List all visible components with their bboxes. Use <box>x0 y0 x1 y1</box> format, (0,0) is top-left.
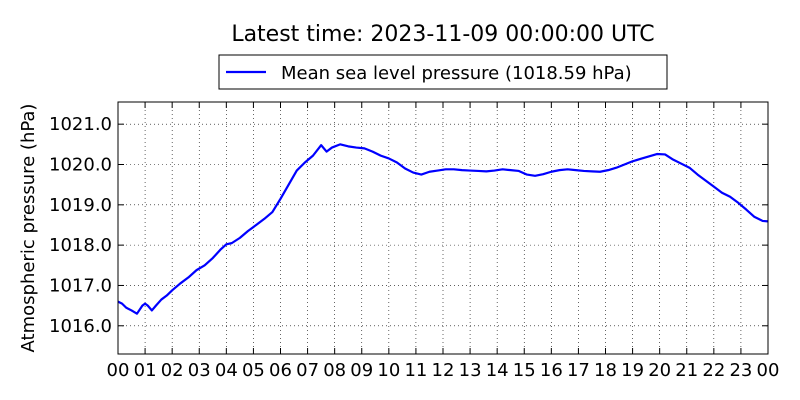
x-tick-label: 00 <box>757 360 780 381</box>
y-tick-label: 1016.0 <box>49 316 112 337</box>
x-tick-label: 19 <box>621 360 644 381</box>
x-tick-label: 05 <box>242 360 265 381</box>
y-tick-label: 1018.0 <box>49 235 112 256</box>
x-tick-label: 10 <box>377 360 400 381</box>
x-tick-label: 01 <box>134 360 157 381</box>
x-tick-label: 13 <box>459 360 482 381</box>
x-tick-label: 22 <box>702 360 725 381</box>
x-tick-label: 11 <box>404 360 427 381</box>
x-tick-label: 14 <box>486 360 509 381</box>
x-tick-label: 06 <box>269 360 292 381</box>
x-tick-labels: 00 01 02 03 04 05 06 07 08 09 10 11 12 13 14 15 16 17 18 19… <box>107 360 780 381</box>
x-tick-label: 08 <box>323 360 346 381</box>
x-tick-label: 21 <box>675 360 698 381</box>
legend-box <box>218 54 668 90</box>
y-tick-label: 1021.0 <box>49 114 112 135</box>
x-tick-label: 00 <box>107 360 130 381</box>
x-tick-label: 16 <box>540 360 563 381</box>
x-tick-label: 23 <box>729 360 752 381</box>
x-tick-label: 02 <box>161 360 184 381</box>
y-tick-label: 1019.0 <box>49 195 112 216</box>
grid <box>117 102 769 354</box>
y-tick-labels: 1016.0 1017.0 1018.0 1019.0 1020.0 1021.0 <box>49 114 112 337</box>
pressure-series-line <box>117 143 769 315</box>
x-tick-label: 15 <box>513 360 536 381</box>
x-tick-label: 17 <box>567 360 590 381</box>
plot-area-frame <box>117 101 769 355</box>
y-tick-label: 1020.0 <box>49 154 112 175</box>
y-tick-label: 1017.0 <box>49 275 112 296</box>
x-tick-label: 07 <box>296 360 319 381</box>
x-tick-label: 04 <box>215 360 238 381</box>
x-tick-label: 18 <box>594 360 617 381</box>
x-tick-label: 09 <box>350 360 373 381</box>
x-tick-label: 03 <box>188 360 211 381</box>
x-tick-label: 12 <box>432 360 455 381</box>
legend-label-pressure: Mean sea level pressure (1018.59 hPa) <box>281 63 632 84</box>
chart-title: Latest time: 2023-11-09 00:00:00 UTC <box>231 22 654 47</box>
legend: Mean sea level pressure (1018.59 hPa) <box>218 54 668 90</box>
y-axis-label: Atmospheric pressure (hPa) <box>18 104 39 353</box>
x-tick-label: 20 <box>648 360 671 381</box>
